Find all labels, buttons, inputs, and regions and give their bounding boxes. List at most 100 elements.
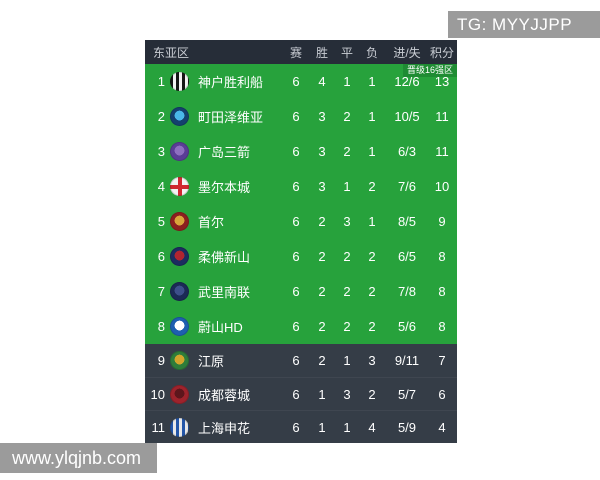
won-value: 3 — [318, 144, 326, 159]
points-value: 7 — [438, 353, 446, 368]
played-value: 6 — [292, 353, 300, 368]
lost-value: 2 — [368, 386, 376, 402]
drawn-value: 1 — [343, 419, 351, 435]
team-name: 墨尔本城 — [198, 180, 251, 195]
team-logo — [170, 72, 189, 91]
won-value: 2 — [318, 319, 326, 334]
points-value: 11 — [435, 109, 449, 124]
goals-value: 5/9 — [397, 419, 417, 435]
team-logo — [170, 282, 189, 301]
played-value: 6 — [292, 214, 300, 229]
rank-label: 8 — [157, 319, 165, 334]
drawn-value: 2 — [343, 249, 351, 264]
lost-value: 2 — [368, 249, 376, 264]
played-value: 6 — [292, 319, 300, 334]
zone-label: 东亚区 — [153, 45, 190, 60]
team-row-7[interactable]: 7 武里南联 6 2 2 2 7/8 8 — [145, 274, 457, 309]
qualification-zone: 晋级16强区 1 神户胜利船 6 4 1 1 12/6 13 2 町田泽维亚 6 3 2 1 10/5 11 3… — [145, 64, 457, 344]
lost-value: 1 — [368, 144, 376, 159]
col-header-won: 胜 — [315, 45, 328, 60]
won-value: 3 — [318, 179, 326, 194]
drawn-value: 2 — [343, 319, 351, 334]
points-value: 4 — [438, 419, 446, 435]
lost-value: 3 — [368, 353, 376, 368]
team-row-10[interactable]: 10 成都蓉城 6 1 3 2 5/7 6 — [145, 377, 457, 410]
goals-value: 6/5 — [397, 249, 417, 264]
lost-value: 1 — [368, 214, 376, 229]
goals-value: 12/6 — [394, 74, 420, 89]
played-value: 6 — [292, 386, 300, 402]
rank-label: 10 — [150, 386, 165, 402]
col-header-drawn: 平 — [340, 45, 353, 60]
team-logo — [170, 142, 189, 161]
team-name: 江原 — [198, 354, 225, 369]
team-name: 武里南联 — [198, 285, 251, 300]
team-name: 蔚山HD — [198, 320, 243, 335]
team-name: 町田泽维亚 — [198, 110, 264, 125]
drawn-value: 2 — [343, 284, 351, 299]
team-row-9[interactable]: 9 江原 6 2 1 3 9/11 7 — [145, 344, 457, 377]
goals-value: 5/6 — [397, 319, 417, 334]
team-row-2[interactable]: 2 町田泽维亚 6 3 2 1 10/5 11 — [145, 99, 457, 134]
played-value: 6 — [292, 74, 300, 89]
rank-label: 6 — [157, 249, 165, 264]
goals-value: 9/11 — [394, 353, 420, 368]
team-name: 神户胜利船 — [198, 75, 264, 90]
rank-label: 7 — [157, 284, 165, 299]
lost-value: 4 — [368, 419, 376, 435]
qualification-badge: 晋级16强区 — [402, 64, 457, 77]
team-name: 上海申花 — [198, 420, 251, 436]
played-value: 6 — [292, 284, 300, 299]
won-value: 2 — [318, 284, 326, 299]
won-value: 2 — [318, 249, 326, 264]
team-row-11[interactable]: 11 上海申花 6 1 1 4 5/9 4 — [145, 410, 457, 443]
rank-label: 9 — [157, 353, 165, 368]
points-value: 9 — [438, 214, 446, 229]
points-value: 6 — [438, 386, 446, 402]
rank-label: 11 — [151, 419, 166, 435]
team-row-8[interactable]: 8 蔚山HD 6 2 2 2 5/6 8 — [145, 309, 457, 344]
goals-value: 6/3 — [397, 144, 417, 159]
team-logo — [170, 107, 189, 126]
col-header-played: 赛 — [289, 45, 302, 60]
won-value: 4 — [318, 74, 326, 89]
team-logo — [170, 212, 189, 231]
team-row-1[interactable]: 1 神户胜利船 6 4 1 1 12/6 13 — [145, 64, 457, 99]
won-value: 2 — [318, 214, 326, 229]
team-row-6[interactable]: 6 柔佛新山 6 2 2 2 6/5 8 — [145, 239, 457, 274]
won-value: 3 — [318, 109, 326, 124]
played-value: 6 — [292, 419, 300, 435]
team-row-3[interactable]: 3 广岛三箭 6 3 2 1 6/3 11 — [145, 134, 457, 169]
lost-value: 2 — [368, 284, 376, 299]
rank-label: 1 — [157, 74, 165, 89]
team-row-5[interactable]: 5 首尔 6 2 3 1 8/5 9 — [145, 204, 457, 239]
team-logo — [170, 384, 189, 404]
drawn-value: 2 — [343, 109, 351, 124]
won-value: 1 — [318, 419, 326, 435]
goals-value: 5/7 — [397, 386, 417, 402]
points-value: 8 — [438, 319, 446, 334]
col-header-goals: 进/失 — [393, 45, 421, 60]
drawn-value: 3 — [343, 386, 351, 402]
rank-label: 2 — [157, 109, 165, 124]
team-row-4[interactable]: 4 墨尔本城 6 3 1 2 7/6 10 — [145, 169, 457, 204]
team-logo — [170, 247, 189, 266]
team-name: 成都蓉城 — [198, 387, 251, 403]
rank-label: 3 — [157, 144, 165, 159]
played-value: 6 — [292, 109, 300, 124]
rank-label: 4 — [157, 179, 165, 194]
drawn-value: 3 — [343, 214, 351, 229]
won-value: 1 — [318, 386, 326, 402]
lost-value: 2 — [368, 179, 376, 194]
lost-value: 1 — [368, 74, 376, 89]
drawn-value: 1 — [343, 179, 351, 194]
telegram-watermark: TG: MYYJJPP — [448, 11, 600, 38]
col-header-points: 积分 — [429, 45, 454, 60]
lost-value: 1 — [368, 109, 376, 124]
team-name: 广岛三箭 — [198, 145, 251, 160]
team-name: 柔佛新山 — [198, 250, 251, 265]
won-value: 2 — [318, 353, 326, 368]
team-logo — [170, 351, 189, 370]
drawn-value: 2 — [343, 144, 351, 159]
played-value: 6 — [292, 179, 300, 194]
